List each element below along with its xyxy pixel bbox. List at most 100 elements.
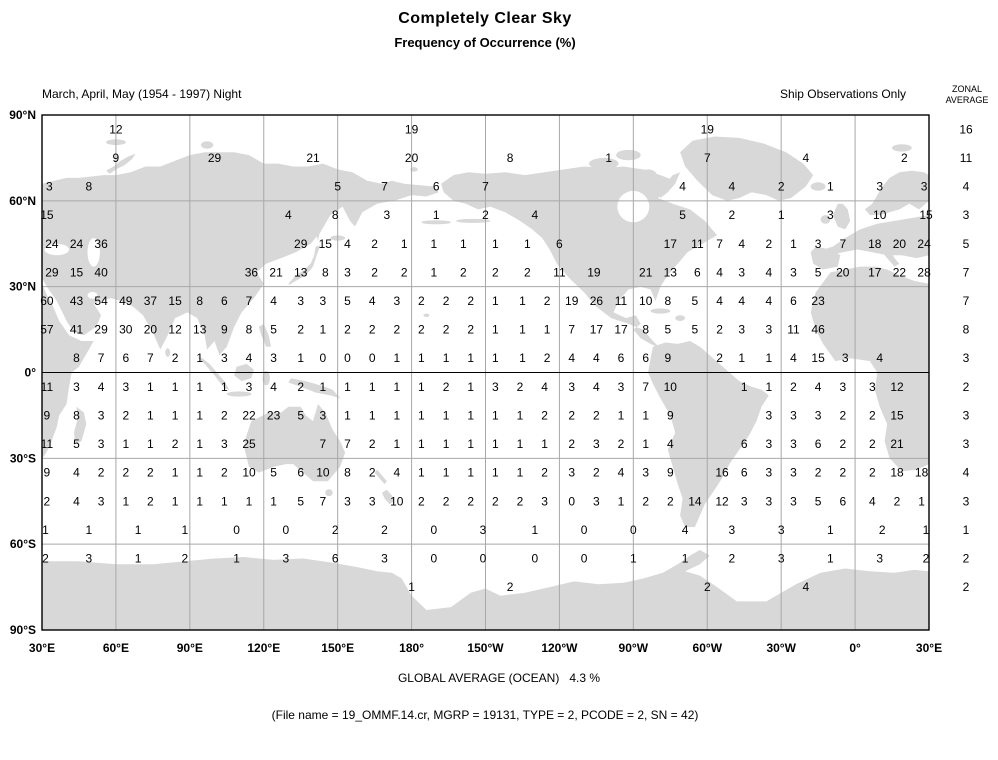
- cell-value: 1: [531, 523, 538, 537]
- x-tick-label: 30°W: [766, 641, 796, 655]
- cell-value: 0: [480, 552, 487, 566]
- cell-value: 2: [332, 523, 339, 537]
- landmass-shape: [810, 266, 929, 472]
- cell-value: 1: [393, 351, 400, 365]
- cell-value: 29: [45, 265, 59, 279]
- cell-value: 2: [517, 380, 524, 394]
- cell-value: 1: [233, 552, 240, 566]
- cell-value: 1: [765, 351, 772, 365]
- cell-value: 1: [401, 237, 408, 251]
- island-shape: [810, 182, 826, 191]
- cell-value: 8: [73, 351, 80, 365]
- cell-value: 4: [729, 180, 736, 194]
- cell-value: 2: [369, 437, 376, 451]
- cell-value: 2: [524, 265, 531, 279]
- cell-value: 20: [893, 237, 907, 251]
- cell-value: 4: [593, 380, 600, 394]
- cell-value: 1: [122, 437, 129, 451]
- cell-value: 7: [381, 180, 388, 194]
- cell-value: 6: [221, 294, 228, 308]
- cell-value: 3: [384, 208, 391, 222]
- cell-value: 1: [418, 380, 425, 394]
- landmass-shape: [288, 378, 341, 399]
- cell-value: 12: [890, 380, 904, 394]
- cell-value: 4: [876, 351, 883, 365]
- landmass-shape: [288, 245, 321, 286]
- cell-value: 3: [393, 294, 400, 308]
- cell-value: 2: [839, 437, 846, 451]
- cell-value: 1: [923, 523, 930, 537]
- cell-value: 7: [716, 237, 723, 251]
- cell-value: 29: [94, 323, 108, 337]
- cell-value: 5: [270, 323, 277, 337]
- cell-value: 3: [73, 380, 80, 394]
- cell-value: 1: [460, 237, 467, 251]
- cell-value: 2: [839, 466, 846, 480]
- cell-value: 24: [917, 237, 931, 251]
- cell-value: 13: [193, 323, 207, 337]
- cell-value: 2: [869, 408, 876, 422]
- cell-value: 2: [443, 294, 450, 308]
- zonal-average-header-line2: AVERAGE: [945, 95, 989, 105]
- cell-value: 5: [334, 180, 341, 194]
- island-shape: [650, 308, 671, 314]
- cell-value: 1: [544, 323, 551, 337]
- cell-value: 3: [827, 208, 834, 222]
- x-tick-label: 60°E: [103, 641, 129, 655]
- cell-value: 6: [790, 294, 797, 308]
- zonal-average-value: 2: [963, 580, 970, 594]
- cell-value: 15: [890, 408, 904, 422]
- cell-value: 10: [242, 466, 256, 480]
- cell-value: 22: [893, 265, 907, 279]
- cell-value: 2: [297, 323, 304, 337]
- cell-value: 2: [517, 494, 524, 508]
- page-subtitle: Frequency of Occurrence (%): [394, 35, 576, 50]
- cell-value: 49: [119, 294, 133, 308]
- island-shape: [200, 141, 214, 149]
- cell-value: 3: [765, 466, 772, 480]
- cell-value: 17: [590, 323, 604, 337]
- cell-value: 5: [270, 466, 277, 480]
- cell-value: 8: [85, 180, 92, 194]
- cell-value: 0: [320, 351, 327, 365]
- cell-value: 1: [492, 351, 499, 365]
- cell-value: 1: [682, 552, 689, 566]
- cell-value: 3: [381, 552, 388, 566]
- cell-value: 0: [568, 494, 575, 508]
- season-period-label: March, April, May (1954 - 1997) Night: [42, 87, 242, 101]
- cell-value: 1: [492, 466, 499, 480]
- cell-value: 0: [630, 523, 637, 537]
- cell-value: 54: [94, 294, 108, 308]
- cell-value: 13: [294, 265, 308, 279]
- zonal-average-value: 2: [963, 552, 970, 566]
- cell-value: 1: [430, 265, 437, 279]
- y-tick-label: 0°: [25, 366, 37, 380]
- cell-value: 3: [618, 380, 625, 394]
- cell-value: 1: [605, 151, 612, 165]
- cell-value: 5: [679, 208, 686, 222]
- cell-value: 2: [122, 408, 129, 422]
- cell-value: 1: [492, 237, 499, 251]
- cell-value: 7: [704, 151, 711, 165]
- cell-value: 1: [433, 208, 440, 222]
- cell-value: 2: [544, 294, 551, 308]
- cell-value: 7: [147, 351, 154, 365]
- island-shape: [639, 169, 657, 181]
- cell-value: 9: [664, 351, 671, 365]
- cell-value: 2: [492, 265, 499, 279]
- cell-value: 5: [344, 294, 351, 308]
- cell-value: 3: [765, 408, 772, 422]
- cell-value: 5: [664, 323, 671, 337]
- cell-value: 2: [371, 265, 378, 279]
- cell-value: 2: [923, 552, 930, 566]
- cell-value: 11: [553, 265, 566, 279]
- cell-value: 2: [593, 466, 600, 480]
- island-shape: [616, 149, 641, 161]
- data-source-label: Ship Observations Only: [779, 87, 906, 101]
- cell-value: 0: [581, 523, 588, 537]
- cell-value: 0: [344, 351, 351, 365]
- island-shape: [410, 167, 418, 172]
- cell-value: 4: [716, 265, 723, 279]
- cell-value: 3: [738, 323, 745, 337]
- cell-value: 1: [418, 408, 425, 422]
